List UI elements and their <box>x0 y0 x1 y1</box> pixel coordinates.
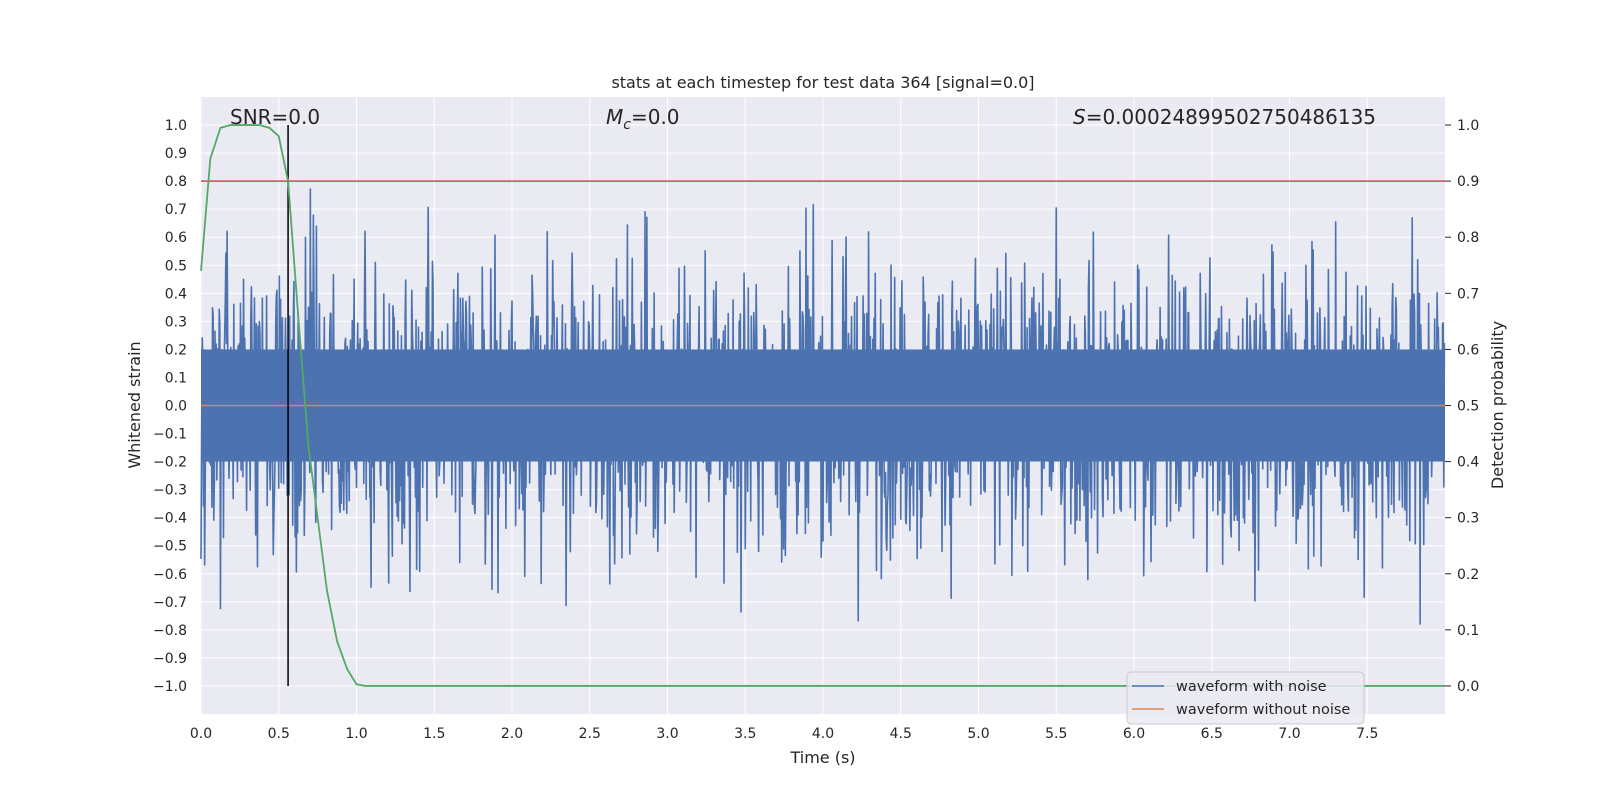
x-tick-label: 1.5 <box>423 726 445 742</box>
x-tick-label: 3.5 <box>734 726 756 742</box>
legend-label-clean: waveform without noise <box>1176 702 1350 718</box>
y-right-tick-label: 0.0 <box>1457 679 1479 695</box>
x-tick-label: 6.0 <box>1123 726 1145 742</box>
x-tick-label: 1.0 <box>345 726 367 742</box>
y-left-tick-label: 0.3 <box>165 314 187 330</box>
y-left-tick-label: 0.7 <box>165 202 187 218</box>
mc-annotation: Mc=0.0 <box>606 105 680 133</box>
x-tick-label: 3.0 <box>656 726 678 742</box>
y-left-tick-label: −0.1 <box>153 427 187 443</box>
legend-box <box>1126 671 1365 725</box>
x-tick-label: 7.5 <box>1356 726 1378 742</box>
x-axis-ticks: 0.0 0.5 1.0 1.5 2.0 2.5 3.0 3.5 4.0 4.5 5.0 5.5 6.0 6… <box>190 726 1379 742</box>
y-left-tick-label: 0.9 <box>165 146 187 162</box>
y-right-tick-label: 0.7 <box>1457 286 1479 302</box>
x-axis-title: Time (s) <box>789 748 855 767</box>
y-left-tick-label: −0.8 <box>153 623 187 639</box>
y-left-tick-label: 0.1 <box>165 370 187 386</box>
y-left-tick-label: −0.7 <box>153 595 187 611</box>
y-right-tick-label: 0.9 <box>1457 174 1479 190</box>
x-tick-label: 0.0 <box>190 726 212 742</box>
y-right-tick-label: 1.0 <box>1457 118 1479 134</box>
s-annotation: S=0.00024899502750486135 <box>1073 105 1376 129</box>
x-tick-label: 2.0 <box>501 726 523 742</box>
x-tick-label: 6.5 <box>1201 726 1223 742</box>
y-right-tick-label: 0.3 <box>1457 511 1479 527</box>
y-right-tick-label: 0.2 <box>1457 567 1479 583</box>
y-right-tick-label: 0.8 <box>1457 230 1479 246</box>
y-axis-left-title: Whitened strain <box>125 341 144 468</box>
legend: waveform with noise waveform without noi… <box>1126 671 1365 725</box>
y-axis-right-ticks: 1.0 0.9 0.8 0.7 0.6 0.5 0.4 0.3 0.2 0.1 0.0 <box>1445 118 1479 695</box>
y-right-tick-label: 0.1 <box>1457 623 1479 639</box>
s-symbol: S <box>1073 105 1086 129</box>
snr-annotation: SNR=0.0 <box>230 105 320 129</box>
x-tick-label: 2.5 <box>579 726 601 742</box>
mc-subscript: c <box>623 117 631 133</box>
x-tick-label: 7.0 <box>1278 726 1300 742</box>
y-left-tick-label: −0.4 <box>153 511 187 527</box>
series-detection-probability <box>200 124 1445 687</box>
y-left-tick-label: −0.5 <box>153 539 187 555</box>
y-left-tick-label: 0.2 <box>165 342 187 358</box>
y-left-tick-label: −0.9 <box>153 651 187 667</box>
y-right-tick-label: 0.5 <box>1457 399 1479 415</box>
chart-title: stats at each timestep for test data 364… <box>611 73 1034 92</box>
y-right-tick-label: 0.4 <box>1457 455 1479 471</box>
y-left-tick-label: −1.0 <box>153 679 187 695</box>
y-left-tick-label: −0.2 <box>153 455 187 471</box>
s-value: =0.00024899502750486135 <box>1086 105 1376 129</box>
y-axis-left-ticks: 1.0 0.9 0.8 0.7 0.6 0.5 0.4 0.3 0.2 0.1 0.0 −0.1 −0.… <box>153 118 187 695</box>
y-right-tick-label: 0.6 <box>1457 342 1479 358</box>
y-left-tick-label: −0.6 <box>153 567 187 583</box>
y-left-tick-label: 1.0 <box>165 118 187 134</box>
y-left-tick-label: 0.8 <box>165 174 187 190</box>
y-left-tick-label: −0.3 <box>153 483 187 499</box>
mc-symbol: M <box>606 105 623 129</box>
x-tick-label: 5.0 <box>967 726 989 742</box>
x-tick-label: 4.5 <box>890 726 912 742</box>
y-left-tick-label: 0.6 <box>165 230 187 246</box>
mc-value: =0.0 <box>631 105 680 129</box>
x-tick-label: 4.0 <box>812 726 834 742</box>
y-axis-right-title: Detection probability <box>1488 321 1507 489</box>
x-tick-label: 5.5 <box>1045 726 1067 742</box>
x-tick-label: 0.5 <box>268 726 290 742</box>
legend-label-noise: waveform with noise <box>1176 679 1327 695</box>
y-left-tick-label: 0.4 <box>165 286 187 302</box>
y-left-tick-label: 0.5 <box>165 258 187 274</box>
y-left-tick-label: 0.0 <box>165 399 187 415</box>
series-overlays <box>200 124 1445 687</box>
